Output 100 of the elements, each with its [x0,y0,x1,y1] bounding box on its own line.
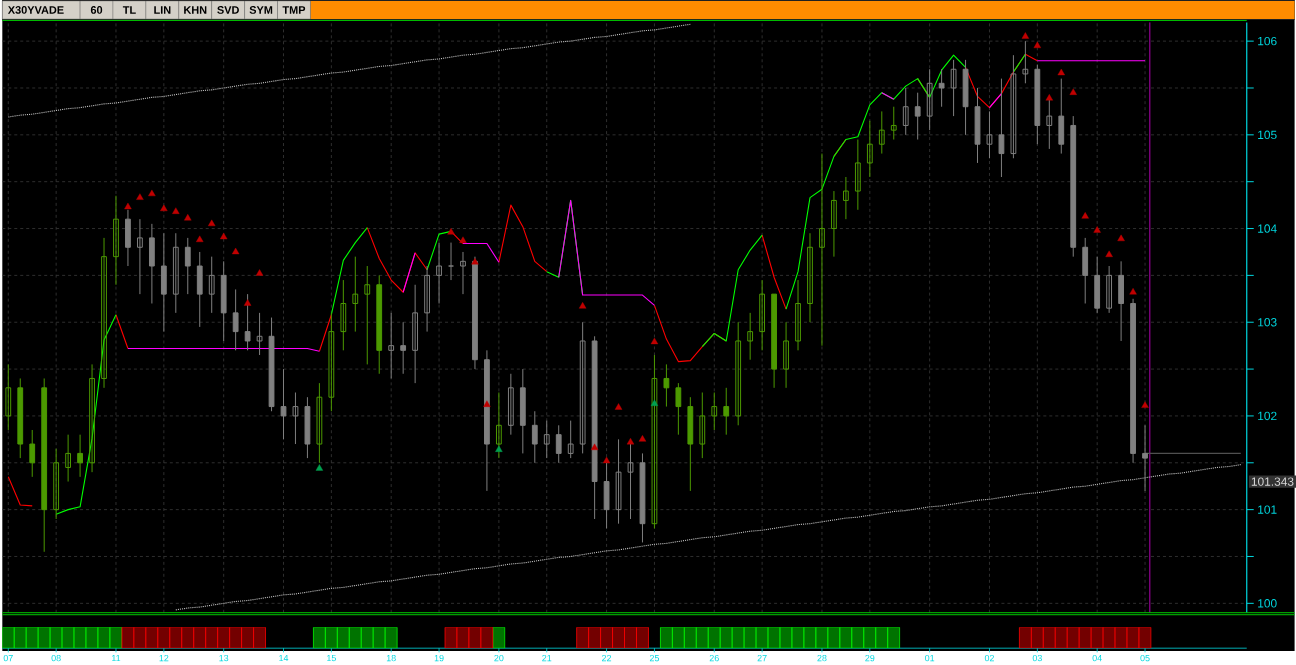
point [243,299,252,306]
candlestick [244,293,251,352]
candlestick [495,392,502,459]
candlestick [890,106,897,141]
point [1057,69,1065,76]
point [602,456,611,464]
x-tick-label: 18 [386,655,396,662]
point [184,214,192,221]
text: TL [122,6,136,14]
point [1081,212,1089,219]
candlestick [208,256,215,314]
point [255,269,264,276]
candlestick [328,312,335,412]
x-tick-label: 08 [51,655,61,662]
y-tick-label: 103 [1258,318,1277,327]
y-tick-label: 105 [1258,130,1277,140]
x-tick-label: 07 [3,655,13,662]
candlestick [986,111,993,159]
candlestick [400,321,407,375]
candlestick [950,59,957,117]
candlestick [1106,265,1113,314]
point [1105,250,1113,258]
point [220,232,228,240]
candlestick [926,68,933,131]
x-tick-label: 13 [219,655,229,662]
point [1069,88,1077,96]
candlestick [555,425,562,464]
candlestick [29,429,36,478]
candlestick [1142,425,1148,492]
point [231,247,240,255]
candlestick [567,420,574,459]
point [650,337,659,345]
x-tick-label: 28 [817,655,827,662]
candlestick [352,256,359,333]
candlestick [292,392,299,445]
point [172,207,180,215]
candlestick [388,312,395,380]
x-tick-label: 26 [709,655,719,662]
candlestick [507,373,514,436]
candlestick [819,153,825,347]
point [124,203,132,210]
point [638,435,647,442]
candlestick [795,279,801,352]
point [136,193,144,201]
point [148,189,156,197]
candlestick [137,218,143,295]
candlestick [53,448,60,520]
candlestick [843,176,849,220]
candlestick [675,382,682,436]
text: TMP [282,6,306,14]
candlestick [914,92,921,141]
point [590,443,599,451]
point [471,258,479,265]
candlestick [699,392,706,459]
point [578,302,587,309]
point [459,236,467,244]
candlestick [316,382,323,464]
candlestick [878,111,885,155]
candlestick [663,364,670,408]
candlestick [998,78,1005,178]
y-tick-label: 102 [1258,411,1277,421]
point [495,445,503,453]
candlestick [113,195,119,286]
x-tick-label: 20 [494,655,504,662]
candlestick [436,242,442,305]
x-tick-label: 25 [649,655,660,662]
point [447,228,455,235]
x-tick-label: 14 [279,655,289,662]
candlestick [89,364,95,473]
x-tick-label: 11 [112,655,121,662]
text: 101.343 [1251,477,1294,487]
candlestick [65,434,72,483]
candlestick [543,420,550,459]
candlestick [460,251,466,295]
candlestick [424,265,430,333]
x-tick-label: 22 [602,655,612,662]
candlestick [364,265,371,366]
candlestick [579,321,586,455]
candlestick [902,87,909,136]
text: SVD [217,6,239,15]
candlestick [615,439,622,525]
candlestick [831,190,837,258]
x-tick-label: 12 [159,655,169,662]
x-tick-label: 03 [1032,655,1042,662]
candlestick [723,387,730,436]
candlestick [184,237,191,295]
point [483,400,491,408]
x-tick-label: 05 [1140,655,1150,662]
x-tick-label: 04 [1092,655,1102,662]
point [208,219,216,227]
point [1045,94,1053,101]
candlestick [77,434,83,478]
candlestick [866,120,873,178]
candlestick [747,312,754,361]
candlestick [280,368,287,441]
y-tick-label: 106 [1258,37,1277,46]
text: 60 [90,6,103,15]
x-tick-label: 02 [984,655,994,662]
candlestick [5,364,12,431]
point [196,235,204,243]
